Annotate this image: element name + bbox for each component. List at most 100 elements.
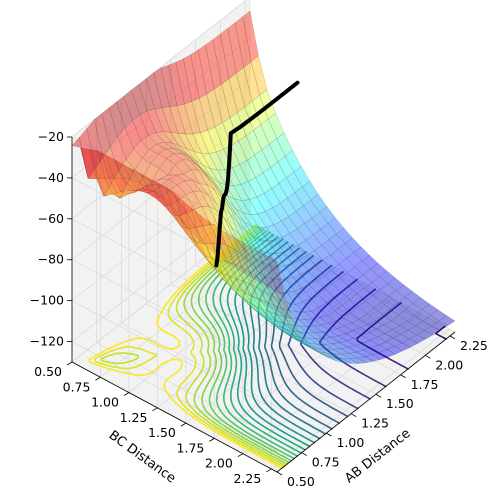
surface-facet [247,301,265,317]
surface-facet [253,304,270,319]
contour-line [270,259,340,424]
grid-line-y-floor [271,328,450,470]
surface-facet [294,186,312,207]
surface-facet [311,317,330,326]
surface-facet [95,157,112,197]
surface-facet [229,206,246,231]
surface-facet [225,184,243,201]
surface-facet [268,317,286,330]
surface-facet [233,184,250,201]
surface-facet [154,107,172,133]
contour-line [205,231,295,460]
surface-facet [319,315,337,324]
surface-facet [305,343,322,355]
surface-facet [174,159,192,175]
surface-facet [86,118,104,169]
surface-facet [228,275,246,294]
surface-facet [221,78,238,119]
surface-facet [313,244,331,261]
surface-facet [267,310,285,324]
surface-facet [277,155,295,179]
surface-facet [144,183,163,192]
surface-facet [312,324,331,333]
surface-facet [320,353,337,362]
surface-facet [287,334,304,344]
surface-facet [249,271,267,293]
surface-facet [340,353,359,360]
surface-facet [185,148,203,166]
surface-facet [248,294,266,314]
surface-facet [290,327,307,342]
surface-facet [201,152,218,171]
surface-facet [147,187,164,206]
surface-facet [148,177,166,203]
surface-facet [339,347,358,354]
surface-facet [198,239,216,269]
surface-facet [172,147,190,158]
contour-line [212,233,299,457]
surface-facet [231,282,249,302]
surface-facet [277,325,294,336]
surface-facet [282,315,300,327]
contour-line [264,255,333,430]
surface-facet [316,343,334,350]
surface-facet [108,101,126,138]
surface-facet [304,217,321,236]
surface-facet [188,156,205,173]
surface-facet [213,183,230,208]
surface-facet [181,221,199,249]
surface-facet [149,143,166,155]
surface-facet [248,196,266,215]
surface-facet [269,264,287,280]
surface-facet [303,311,321,320]
x-tick-label: 0.50 [287,474,315,489]
surface-facet [337,243,354,259]
surface-facet [250,283,268,303]
surface-facet [327,217,345,235]
surface-facet [277,278,295,293]
surface-facet [317,348,335,355]
x-tick-mark [400,374,406,379]
surface-facet [254,149,271,174]
surface-facet [199,183,216,203]
surface-facet [361,340,380,348]
surface-facet [154,196,172,206]
surface-facet [196,242,214,260]
surface-facet [152,178,170,186]
surface-facet [213,267,231,285]
surface-facet [265,304,283,324]
surface-facet [289,331,306,344]
surface-facet [225,244,243,268]
surface-facet [210,176,228,196]
surface-facet [233,247,251,273]
surface-facet [311,348,328,357]
surface-facet [398,308,415,322]
contour-line [226,238,306,451]
surface-facet [341,299,359,313]
surface-facet [139,110,157,136]
surface-facet [407,325,425,335]
surface-facet [355,349,373,357]
surface-facet [207,126,225,153]
surface-facet [242,241,260,282]
surface-facet [356,356,375,363]
surface-facet [265,292,283,309]
surface-facet [241,253,258,278]
surface-facet [404,290,422,304]
surface-facet [255,310,272,324]
surface-facet [276,265,294,280]
surface-facet [138,189,155,194]
surface-facet [194,206,211,227]
contour-line [219,236,302,454]
z-tick-label: −60 [38,211,64,226]
surface-facet [150,153,167,169]
surface-facet [390,314,408,326]
surface-facet [113,177,130,192]
surface-facet [325,349,342,355]
surface-facet [336,227,353,244]
surface-facet [275,251,293,266]
surface-facet [280,307,299,320]
surface-facet [243,292,262,309]
surface-facet [174,192,191,231]
surface-facet [273,317,290,332]
